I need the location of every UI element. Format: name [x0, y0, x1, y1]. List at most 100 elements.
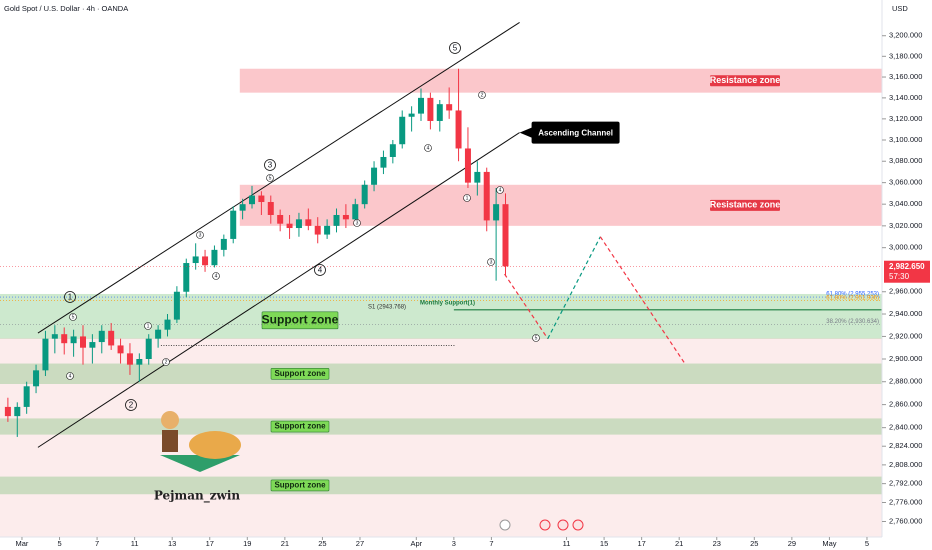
wave-label: 3: [199, 233, 202, 239]
candle-body: [33, 370, 40, 387]
y-tick-label: 2,840.000: [889, 423, 922, 432]
candle-body: [267, 202, 274, 215]
y-tick-label: 3,160.000: [889, 72, 922, 81]
wave-label: 3: [356, 221, 359, 227]
y-tick-label: 2,776.000: [889, 497, 922, 506]
wave-label: 1: [147, 324, 150, 330]
candle-body: [342, 214, 349, 220]
candle-body: [183, 263, 190, 292]
x-tick-label: 17: [206, 539, 214, 548]
wave-circle: [196, 231, 204, 239]
candle-body: [277, 214, 284, 224]
wave-circle: [69, 313, 77, 321]
channel-line: [37, 132, 520, 448]
event-icon[interactable]: [557, 519, 569, 531]
wave-circle: [125, 399, 137, 411]
last-price-box: [884, 260, 930, 283]
event-icon[interactable]: [539, 519, 551, 531]
y-tick-label: 3,180.000: [889, 51, 922, 60]
candle-body: [464, 148, 471, 183]
candle-body: [51, 334, 58, 339]
event-icons: [499, 519, 584, 531]
candle-body: [145, 338, 152, 360]
event-icon[interactable]: [572, 519, 584, 531]
author: Pejman_zwin: [154, 489, 241, 504]
x-tick-label: 21: [281, 539, 289, 548]
candle-body: [126, 353, 133, 365]
wave-label: 5: [269, 176, 272, 182]
candle-body: [61, 334, 68, 344]
y-tick-label: 2,760.000: [889, 516, 922, 525]
x-tick-label: 13: [168, 539, 176, 548]
candle-body: [314, 225, 321, 235]
wave-label: 4: [318, 266, 323, 275]
y-tick-label: 2,880.000: [889, 377, 922, 386]
candle-body: [230, 210, 237, 239]
wave-label: 1: [466, 196, 469, 202]
x-tick-label: 25: [750, 539, 758, 548]
candle-body: [164, 319, 171, 330]
x-tick-label: 11: [131, 539, 139, 548]
zone-label: Support zone: [274, 481, 326, 490]
candle-body: [361, 184, 368, 205]
wave-circle: [162, 358, 170, 366]
x-tick-label: 17: [637, 539, 645, 548]
candle-body: [502, 204, 509, 267]
candle-body: [258, 195, 265, 203]
y-tick-label: 3,060.000: [889, 178, 922, 187]
candle-body: [42, 338, 49, 371]
x-tick-label: 7: [95, 539, 99, 548]
y-tick-label: 2,940.000: [889, 309, 922, 318]
zone: [0, 293, 882, 339]
x-tick-label: May: [822, 539, 836, 548]
channel-line: [37, 21, 520, 334]
wave-circle: [353, 219, 361, 227]
projection-line: [547, 236, 601, 339]
plot: Resistance zone Resistance zone Support zo…: [0, 21, 883, 495]
x-tick-label: 21: [675, 539, 683, 548]
zone-label-box: [270, 367, 330, 380]
x-tick-label: 29: [788, 539, 796, 548]
candle-body: [192, 256, 199, 264]
wave-circle: [424, 144, 432, 152]
zone: [0, 476, 882, 495]
y-tick-label: 3,040.000: [889, 199, 922, 208]
wave-circle: [266, 174, 274, 182]
wave-circle: [264, 159, 276, 171]
x-tick-label: 25: [318, 539, 326, 548]
y-tick-label: 2,960.000: [889, 287, 922, 296]
event-icon[interactable]: [499, 519, 511, 531]
wave-circle: [314, 264, 326, 276]
wave-label: 5: [72, 315, 75, 321]
candle-body: [455, 110, 462, 149]
projection-line: [504, 273, 549, 340]
candle-body: [70, 336, 77, 344]
x-tick-label: 23: [713, 539, 721, 548]
pivot-name: Monthly Support(1): [420, 300, 475, 306]
wave-circle: [212, 272, 220, 280]
y-tick-label: 2,808.000: [889, 460, 922, 469]
x-tick-label: 7: [489, 539, 493, 548]
wave-label: 4: [499, 188, 502, 194]
zone-label-box: [270, 420, 330, 433]
chart-title: Gold Spot / U.S. Dollar · 4h · OANDA: [4, 4, 128, 13]
wave-label: 2: [129, 401, 134, 410]
candle-body: [436, 104, 443, 121]
candle-body: [474, 171, 481, 183]
wave-circle: [66, 372, 74, 380]
candle-body: [173, 291, 180, 320]
y-tick-label: 3,120.000: [889, 114, 922, 123]
wave-circle: [463, 194, 471, 202]
wave-label: 3: [268, 161, 273, 170]
wave-label: 2: [165, 360, 168, 366]
candle-body: [493, 204, 500, 221]
currency: USD: [892, 4, 908, 13]
zone-label: Support zone: [274, 369, 326, 378]
last-price-label: 2,982.650: [889, 262, 925, 271]
candle-body: [324, 225, 331, 235]
candle-body: [202, 256, 209, 266]
x-tick-label: Apr: [410, 539, 422, 548]
x-tick-label: 27: [356, 539, 364, 548]
candle-body: [79, 336, 86, 348]
mascot-head: [161, 411, 179, 429]
